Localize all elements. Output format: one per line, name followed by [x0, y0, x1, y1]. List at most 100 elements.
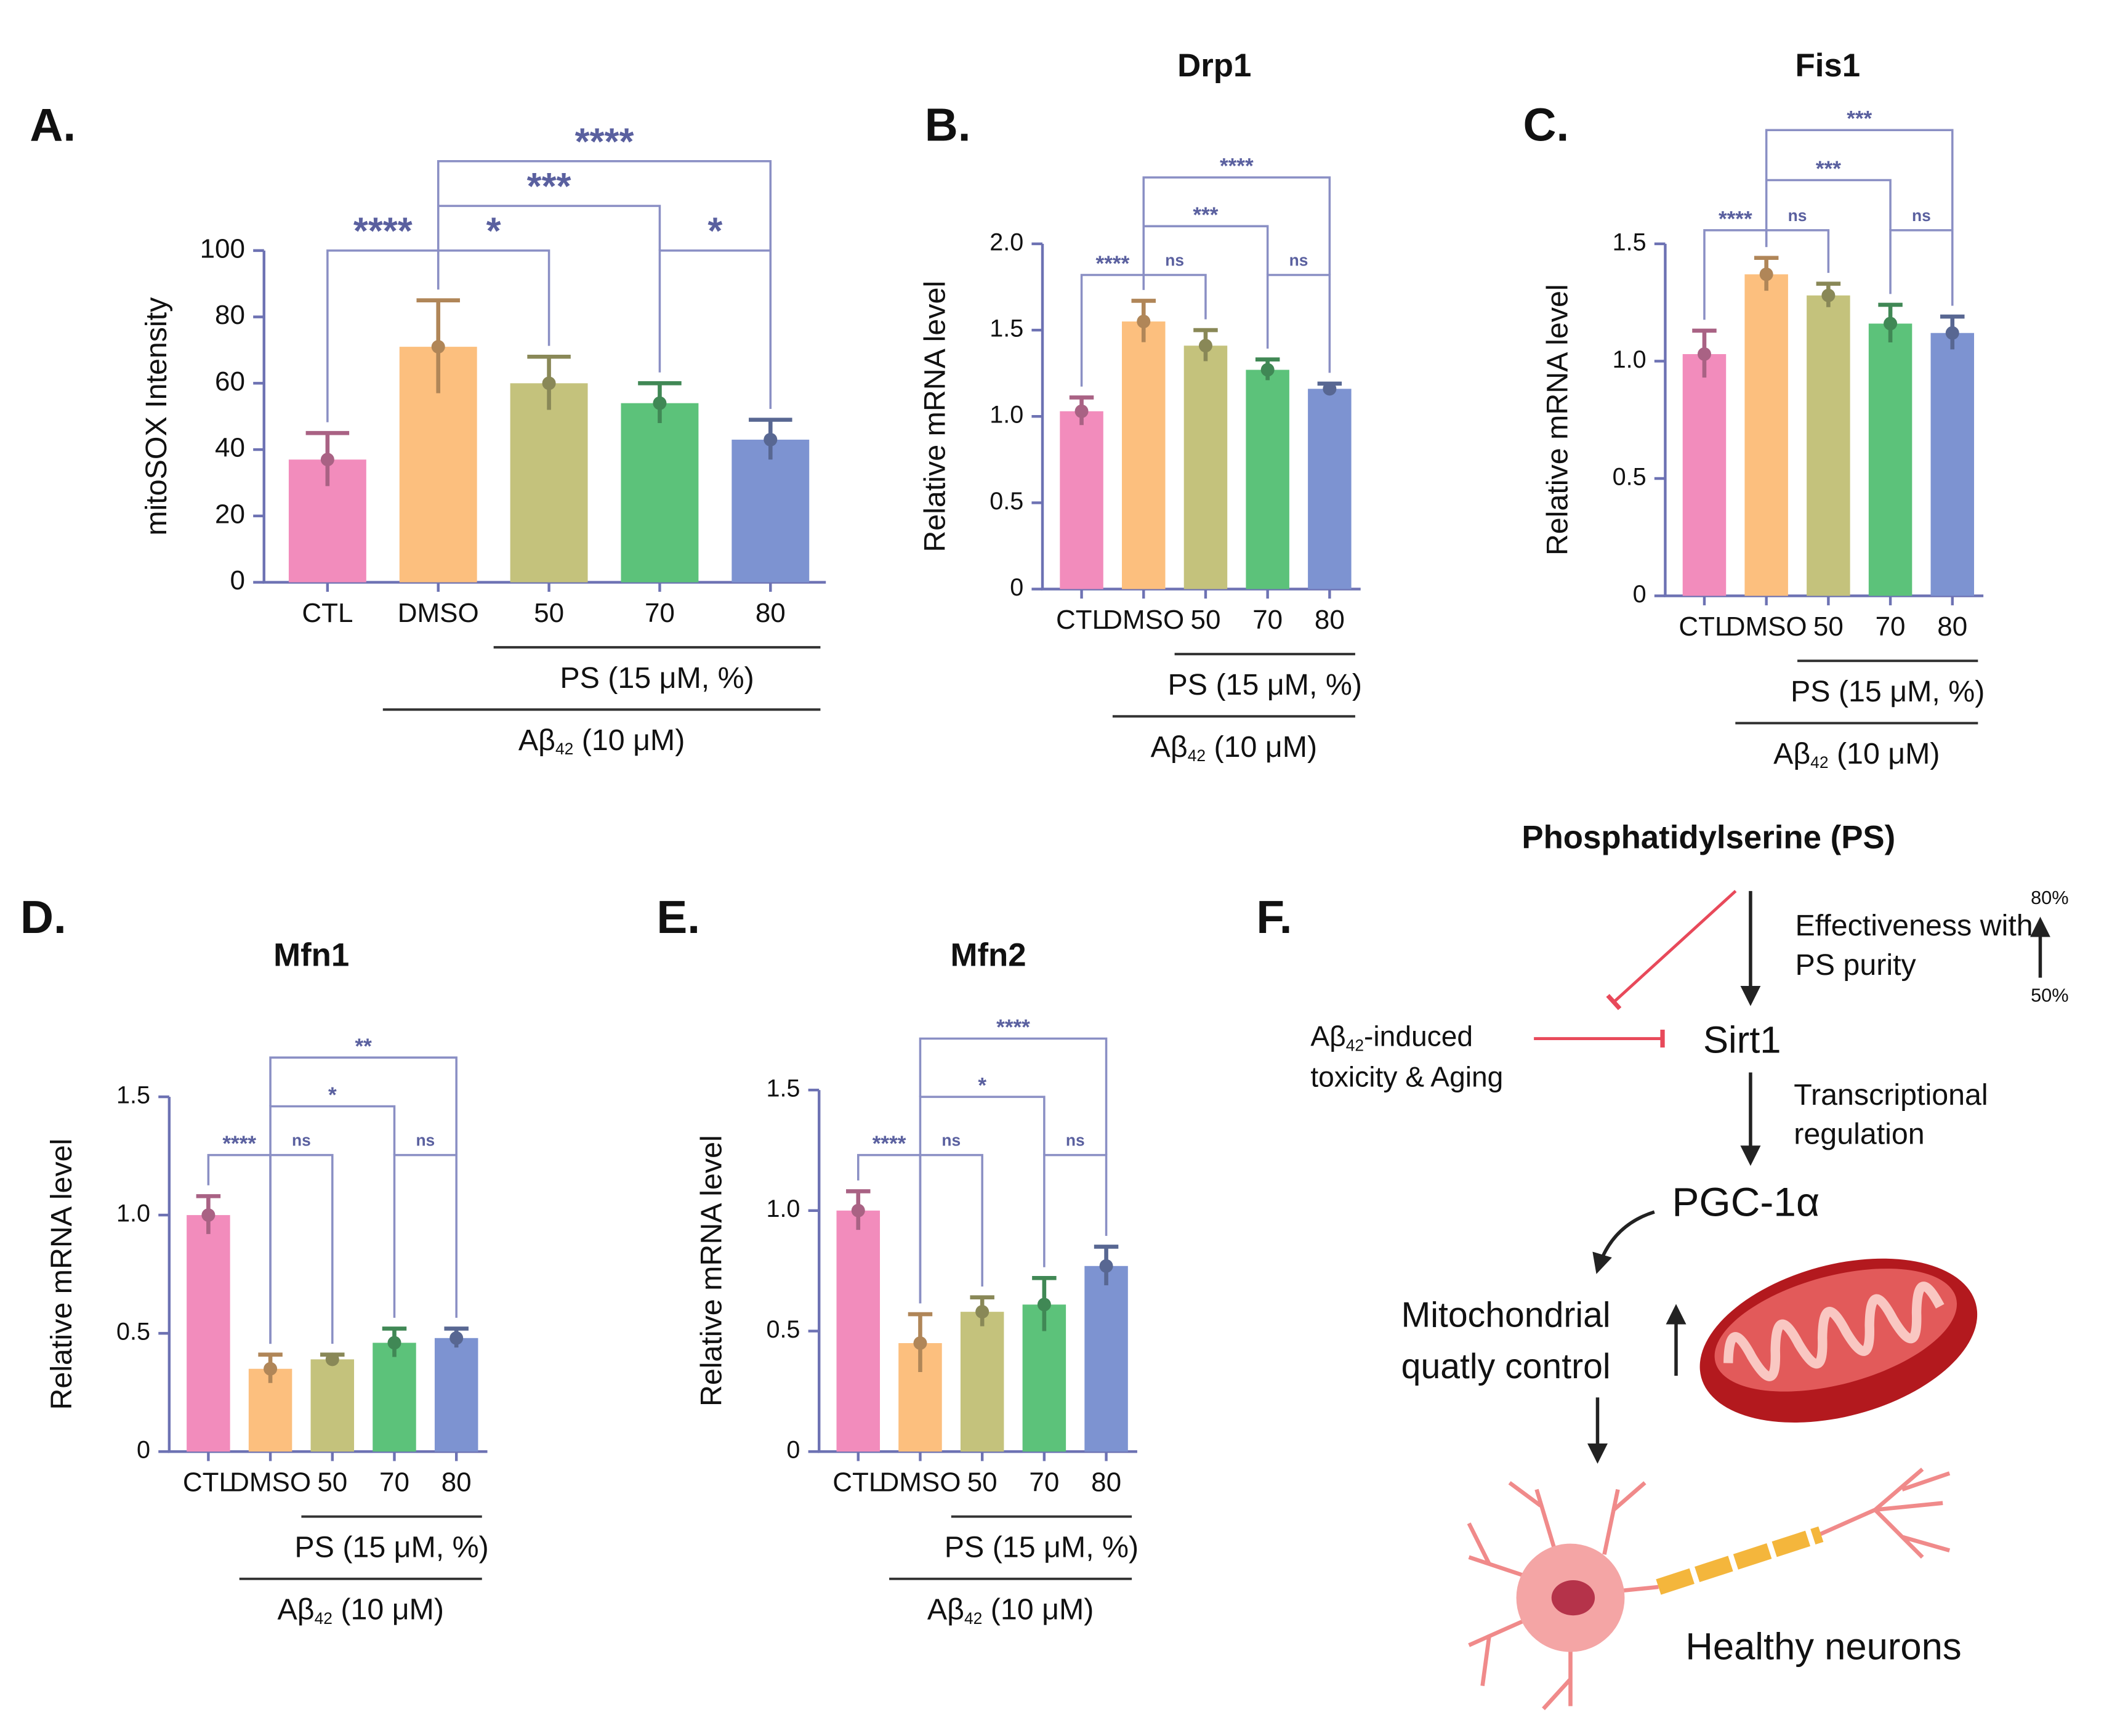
- y-axis-label: Relative mRNA level: [918, 281, 951, 552]
- outcome-label: Healthy neurons: [1685, 1625, 1961, 1668]
- significance-label: ***: [1847, 107, 1872, 131]
- panel-letter: B.: [925, 99, 971, 151]
- panel-letter: A.: [30, 99, 76, 151]
- significance-label: ns: [1788, 206, 1807, 225]
- text: Aβ: [278, 1593, 315, 1626]
- text: (10 μM): [1206, 730, 1317, 764]
- significance-label: *: [328, 1083, 337, 1107]
- arrow: [1592, 1210, 1655, 1274]
- panel-letter: E.: [656, 891, 700, 943]
- significance-label: ns: [1165, 251, 1184, 269]
- group-label: Aβ42 (10 μM): [518, 724, 685, 758]
- y-tick-label: 1.5: [989, 315, 1023, 342]
- bar: [1246, 369, 1289, 589]
- significance-bracket: [1266, 273, 1331, 373]
- bar: [836, 1210, 881, 1452]
- y-tick-label: 0: [1010, 574, 1023, 601]
- significance-label: ns: [1066, 1131, 1085, 1150]
- pgc-label: PGC-1α: [1672, 1179, 1820, 1224]
- significance-bracket: [919, 1153, 983, 1304]
- y-tick-label: 0: [230, 565, 244, 595]
- y-tick-label: 1.5: [766, 1075, 800, 1102]
- text: Aβ: [1151, 730, 1188, 764]
- mean-dot: [1759, 267, 1773, 281]
- y-tick-label: 0.5: [989, 488, 1023, 515]
- y-tick-label: 0.5: [766, 1316, 800, 1343]
- significance-bracket: [1765, 129, 1954, 230]
- x-tick-label: CTL: [832, 1468, 884, 1498]
- x-tick-label: DMSO: [1726, 612, 1807, 642]
- subscript: 42: [964, 1609, 982, 1628]
- significance-bracket: [393, 1153, 457, 1318]
- bar: [187, 1215, 230, 1452]
- y-tick-label: 1.5: [116, 1082, 150, 1109]
- group-label: PS (15 μM, %): [1168, 668, 1362, 701]
- y-tick-label: 0: [137, 1437, 150, 1464]
- quality-label: quatly control: [1401, 1347, 1611, 1386]
- x-tick-label: CTL: [1679, 612, 1730, 642]
- bar: [434, 1338, 478, 1452]
- mean-dot: [913, 1336, 927, 1350]
- y-tick-label: 1.0: [766, 1195, 800, 1222]
- purity-label: 50%: [2031, 985, 2069, 1006]
- significance-label: **: [355, 1035, 372, 1059]
- significance-bracket: [919, 1037, 1108, 1155]
- x-tick-label: 80: [1091, 1468, 1121, 1498]
- mean-dot: [320, 453, 334, 467]
- subscript: 42: [1346, 1036, 1364, 1055]
- significance-bracket: [437, 204, 661, 251]
- group-label: PS (15 μM, %): [1791, 675, 1985, 708]
- mean-dot: [1074, 404, 1089, 418]
- significance-bracket: [658, 249, 772, 410]
- effect-label: Effectiveness with: [1796, 909, 2033, 942]
- mean-dot: [975, 1305, 989, 1319]
- mean-dot: [653, 396, 667, 410]
- subscript: 42: [315, 1609, 333, 1628]
- group-label: PS (15 μM, %): [294, 1530, 488, 1564]
- bar: [621, 403, 699, 583]
- text: -induced: [1364, 1020, 1473, 1052]
- significance-label: *: [486, 209, 501, 252]
- y-tick-label: 0.5: [116, 1318, 150, 1346]
- bar: [1084, 1266, 1128, 1452]
- significance-bracket: [269, 1153, 334, 1344]
- x-tick-label: 50: [1813, 612, 1844, 642]
- significance-bracket: [1142, 273, 1207, 320]
- chart-title: Fis1: [1795, 47, 1860, 84]
- significance-label: ****: [1220, 155, 1254, 179]
- bar: [1060, 411, 1103, 589]
- text: PS (15 μM, %): [294, 1530, 488, 1564]
- neuron: [1467, 1468, 1951, 1711]
- y-axis-label: Relative mRNA level: [45, 1139, 78, 1410]
- significance-label: ***: [1816, 157, 1841, 181]
- mean-dot: [449, 1331, 464, 1345]
- text: Aβ: [518, 724, 555, 757]
- significance-label: ****: [222, 1132, 256, 1156]
- group-label: Aβ42 (10 μM): [1773, 737, 1940, 772]
- text: Aβ: [1773, 737, 1810, 770]
- toxicity-label: toxicity & Aging: [1310, 1061, 1503, 1093]
- y-tick-label: 1.5: [1613, 228, 1646, 256]
- mean-dot: [1323, 382, 1337, 396]
- mean-dot: [542, 376, 556, 390]
- significance-bracket: [269, 1056, 457, 1155]
- mean-dot: [431, 340, 445, 354]
- text: (10 μM): [573, 724, 685, 757]
- significance-label: ****: [873, 1132, 906, 1156]
- y-axis-label: mitoSOX Intensity: [140, 297, 173, 536]
- subscript: 42: [1188, 746, 1206, 765]
- significance-label: ****: [353, 209, 413, 252]
- text: Aβ: [927, 1593, 964, 1626]
- significance-label: ns: [1289, 251, 1308, 269]
- significance-label: ****: [996, 1015, 1030, 1040]
- text: PS (15 μM, %): [945, 1530, 1139, 1564]
- bar: [1682, 354, 1727, 596]
- y-tick-label: 20: [215, 499, 245, 529]
- bar: [732, 439, 810, 583]
- significance-label: ns: [292, 1131, 311, 1150]
- bar: [1930, 333, 1975, 596]
- mitochondrion: [1699, 1258, 1978, 1423]
- significance-label: ns: [941, 1131, 961, 1150]
- mean-dot: [1198, 339, 1212, 353]
